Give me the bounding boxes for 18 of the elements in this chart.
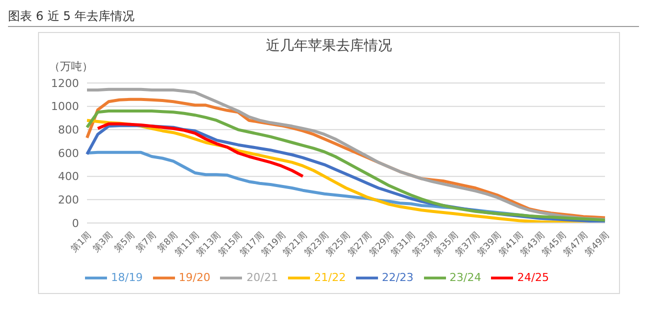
legend-label: 23/24 — [450, 271, 482, 284]
y-tick-label: 800 — [58, 124, 79, 137]
y-axis-title: （万吨） — [49, 59, 93, 74]
legend-label: 20/21 — [246, 271, 278, 284]
legend-label: 19/20 — [178, 271, 210, 284]
y-tick-label: 1000 — [51, 100, 79, 114]
legend-label: 18/19 — [111, 271, 143, 284]
legend-label: 24/25 — [517, 271, 549, 284]
line-series — [96, 122, 304, 178]
legend-label: 21/22 — [314, 271, 346, 284]
chart-subtitle: 图表 6 近 5 年去库情况 — [8, 8, 639, 27]
y-tick-label: 200 — [58, 194, 79, 207]
y-tick-label: 400 — [58, 170, 79, 184]
y-tick-label: 0 — [72, 216, 79, 230]
y-tick-label: 600 — [58, 146, 79, 160]
legend-label: 22/23 — [382, 271, 414, 284]
y-tick-label: 1200 — [51, 76, 79, 90]
chart-title: 近几年苹果去库情况 — [265, 37, 393, 55]
